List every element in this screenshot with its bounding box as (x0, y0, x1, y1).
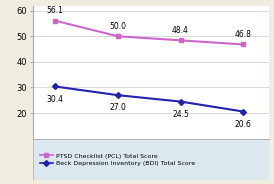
Text: 50.0: 50.0 (109, 22, 126, 31)
Text: 27.0: 27.0 (109, 103, 126, 112)
Text: 46.8: 46.8 (235, 30, 252, 39)
FancyBboxPatch shape (33, 139, 269, 180)
Text: 20.6: 20.6 (235, 120, 252, 129)
Legend: PTSD Checklist (PCL) Total Score, Beck Depression Inventory (BDI) Total Score: PTSD Checklist (PCL) Total Score, Beck D… (38, 151, 197, 168)
Text: 56.1: 56.1 (46, 6, 63, 15)
Text: 24.5: 24.5 (172, 110, 189, 119)
Text: 30.4: 30.4 (46, 95, 63, 104)
Text: 48.4: 48.4 (172, 26, 189, 35)
